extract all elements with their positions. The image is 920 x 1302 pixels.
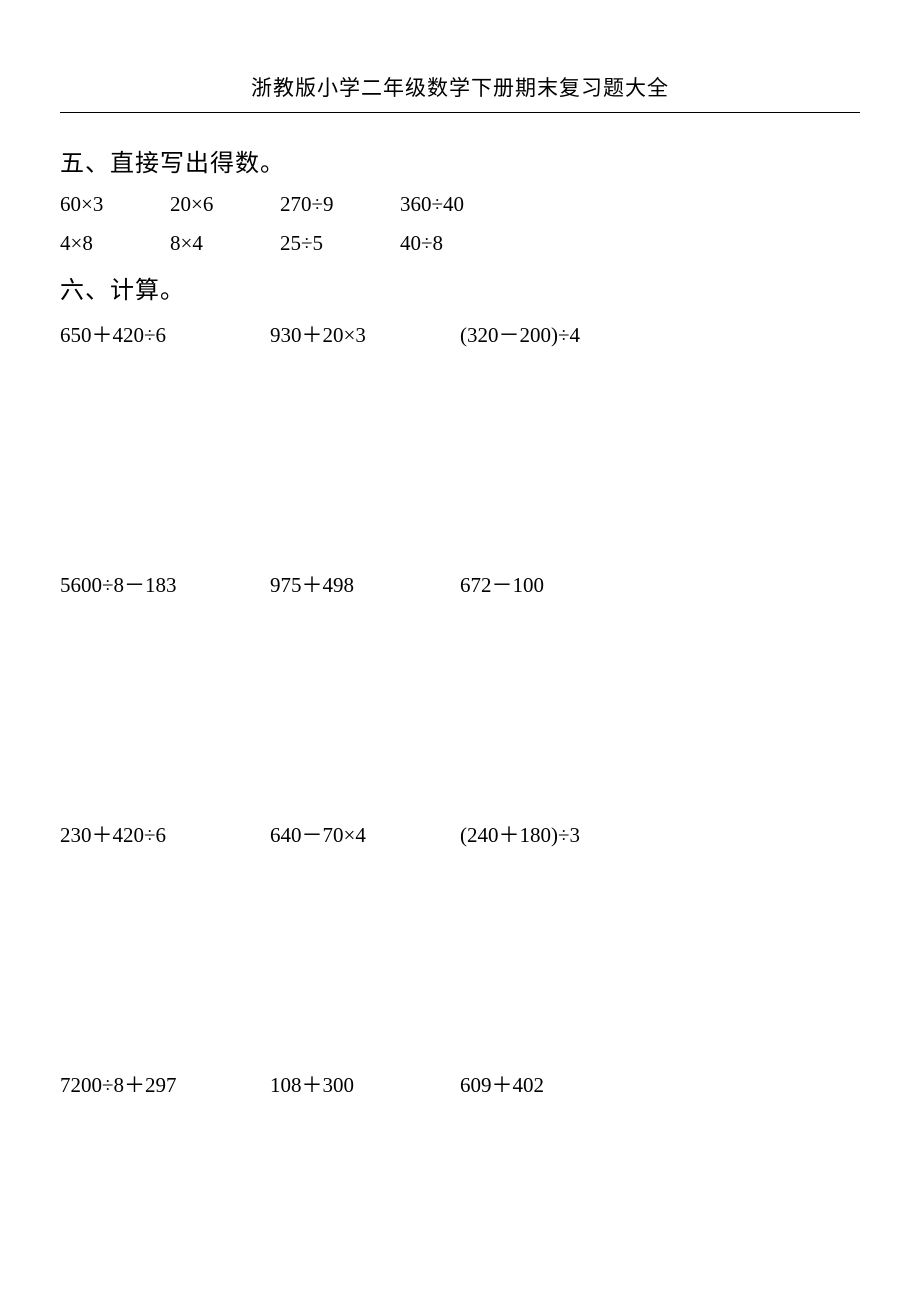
expr-cell: (240＋180)÷3 <box>460 819 680 849</box>
section-6-row-2: 5600÷8－183 975＋498 672－100 <box>60 569 860 599</box>
expr-cell: (320－200)÷4 <box>460 319 680 349</box>
expr-cell: 20×6 <box>170 192 280 217</box>
expr-cell: 975＋498 <box>270 569 460 599</box>
expr-cell: 60×3 <box>60 192 170 217</box>
expr-cell: 5600÷8－183 <box>60 569 270 599</box>
expr-cell: 40÷8 <box>400 231 520 256</box>
section-6-title: 六、计算。 <box>60 270 860 305</box>
section-6-row-1: 650＋420÷6 930＋20×3 (320－200)÷4 <box>60 319 860 349</box>
expr-cell: 650＋420÷6 <box>60 319 270 349</box>
expr-cell: 230＋420÷6 <box>60 819 270 849</box>
expr-cell: 25÷5 <box>280 231 400 256</box>
expr-cell: 7200÷8＋297 <box>60 1069 270 1099</box>
expr-cell: 360÷40 <box>400 192 520 217</box>
expr-cell: 4×8 <box>60 231 170 256</box>
expr-cell: 930＋20×3 <box>270 319 460 349</box>
expr-cell: 609＋402 <box>460 1069 680 1099</box>
section-6-row-4: 7200÷8＋297 108＋300 609＋402 <box>60 1069 860 1099</box>
section-5-row-1: 60×3 20×6 270÷9 360÷40 <box>60 192 860 217</box>
expr-cell: 8×4 <box>170 231 280 256</box>
expr-cell: 108＋300 <box>270 1069 460 1099</box>
section-6-row-3: 230＋420÷6 640－70×4 (240＋180)÷3 <box>60 819 860 849</box>
section-5-row-2: 4×8 8×4 25÷5 40÷8 <box>60 231 860 256</box>
page-header-title: 浙教版小学二年级数学下册期末复习题大全 <box>60 72 860 113</box>
expr-cell: 672－100 <box>460 569 680 599</box>
expr-cell: 270÷9 <box>280 192 400 217</box>
page: 浙教版小学二年级数学下册期末复习题大全 五、直接写出得数。 60×3 20×6 … <box>0 0 920 1302</box>
expr-cell: 640－70×4 <box>270 819 460 849</box>
section-5-title: 五、直接写出得数。 <box>60 143 860 178</box>
